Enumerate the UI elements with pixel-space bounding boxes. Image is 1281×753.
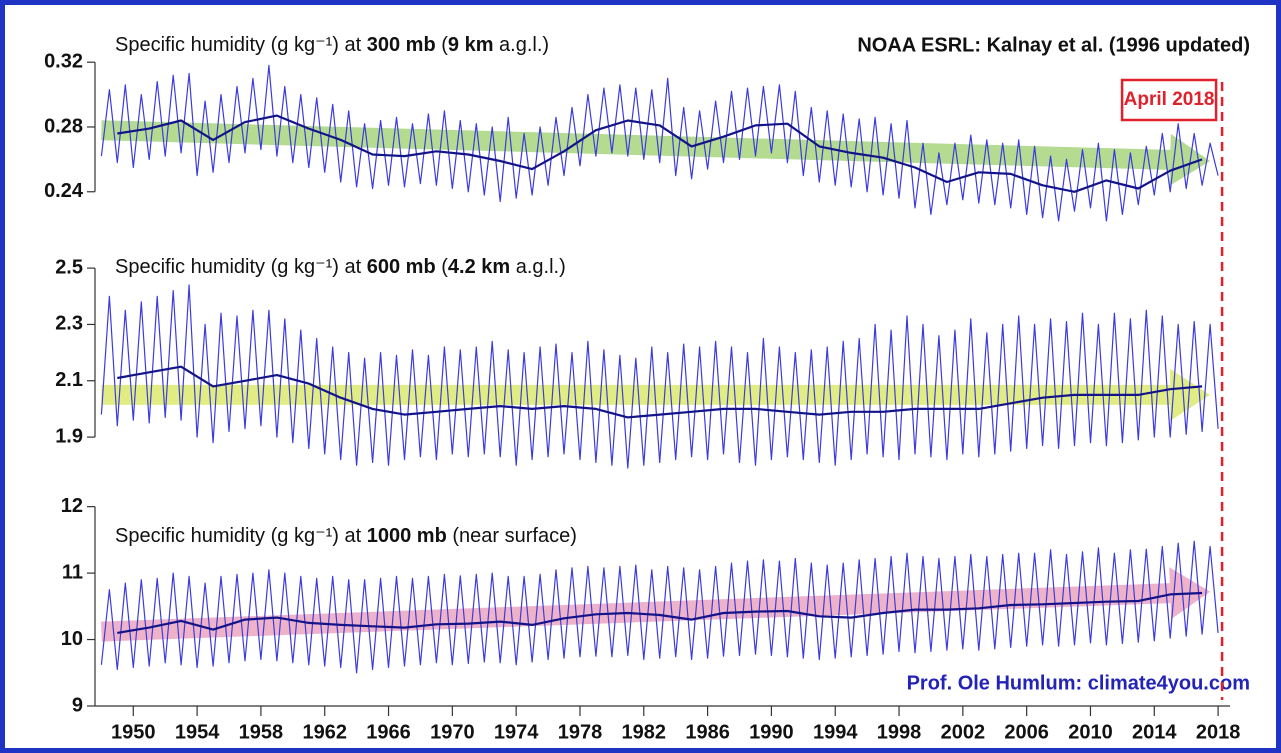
title-part: a.g.l.) bbox=[494, 34, 550, 56]
smoothed-line bbox=[117, 114, 1203, 193]
y-tick-label: 2.1 bbox=[55, 369, 83, 391]
panel-title: Specific humidity (g kg⁻¹) at 300 mb (9 … bbox=[115, 34, 549, 56]
x-tick-label: 1966 bbox=[366, 721, 411, 743]
x-tick-label: 1990 bbox=[749, 721, 794, 743]
x-tick-label: 1998 bbox=[877, 721, 922, 743]
x-tick-label: 2006 bbox=[1004, 721, 1049, 743]
y-tick-label: 0.24 bbox=[44, 180, 84, 202]
panel-title: Specific humidity (g kg⁻¹) at 1000 mb (n… bbox=[115, 525, 577, 547]
x-tick-label: 1958 bbox=[239, 721, 284, 743]
credit: Prof. Ole Humlum: climate4you.com bbox=[907, 672, 1250, 694]
y-tick-label: 2.5 bbox=[55, 256, 83, 278]
trend-head bbox=[1170, 368, 1211, 421]
title-part: a.g.l.) bbox=[510, 256, 566, 278]
smoothed-line bbox=[117, 365, 1203, 419]
panel-title: Specific humidity (g kg⁻¹) at 600 mb (4.… bbox=[115, 256, 566, 278]
title-part: Specific humidity (g kg⁻¹) at bbox=[115, 34, 367, 56]
title-part: ( bbox=[436, 256, 449, 278]
monthly-line bbox=[100, 64, 1219, 222]
title-part: (near surface) bbox=[447, 525, 577, 547]
title-part: Specific humidity (g kg⁻¹) at bbox=[115, 525, 367, 547]
y-tick-label: 0.32 bbox=[44, 50, 83, 72]
title-part: 1000 mb bbox=[367, 525, 447, 547]
x-tick-label: 2002 bbox=[941, 721, 986, 743]
x-tick-label: 2010 bbox=[1068, 721, 1113, 743]
x-tick-label: 1978 bbox=[558, 721, 603, 743]
y-tick-label: 12 bbox=[61, 495, 83, 517]
x-tick-label: 1982 bbox=[622, 721, 667, 743]
x-tick-label: 1974 bbox=[494, 721, 539, 743]
marker-box bbox=[1120, 78, 1218, 122]
y-tick-label: 1.9 bbox=[55, 425, 83, 447]
x-tick-label: 1954 bbox=[175, 721, 220, 743]
source: NOAA ESRL: Kalnay et al. (1996 updated) bbox=[857, 34, 1250, 56]
x-tick-label: 1970 bbox=[430, 721, 475, 743]
title-part: Specific humidity (g kg⁻¹) at bbox=[115, 256, 367, 278]
x-tick-label: 1950 bbox=[111, 721, 156, 743]
title-part: 4.2 km bbox=[448, 256, 510, 278]
title-part: ( bbox=[436, 34, 449, 56]
title-part: 300 mb bbox=[367, 34, 436, 56]
y-tick-label: 2.3 bbox=[55, 313, 83, 335]
monthly-line bbox=[100, 284, 1219, 469]
smoothed-line bbox=[117, 591, 1203, 634]
marker-label: April 2018 bbox=[1124, 89, 1215, 110]
title-part: 600 mb bbox=[367, 256, 436, 278]
y-tick-label: 9 bbox=[72, 694, 83, 716]
monthly-line bbox=[100, 540, 1219, 674]
y-tick-label: 11 bbox=[62, 561, 83, 583]
x-tick-label: 2014 bbox=[1132, 721, 1177, 743]
x-tick-label: 1962 bbox=[302, 721, 347, 743]
y-tick-label: 0.28 bbox=[44, 115, 83, 137]
x-tick-label: 2018 bbox=[1196, 721, 1241, 743]
y-tick-label: 10 bbox=[61, 628, 83, 650]
title-part: 9 km bbox=[448, 34, 494, 56]
x-tick-label: 1994 bbox=[813, 721, 858, 743]
x-tick-label: 1986 bbox=[685, 721, 730, 743]
